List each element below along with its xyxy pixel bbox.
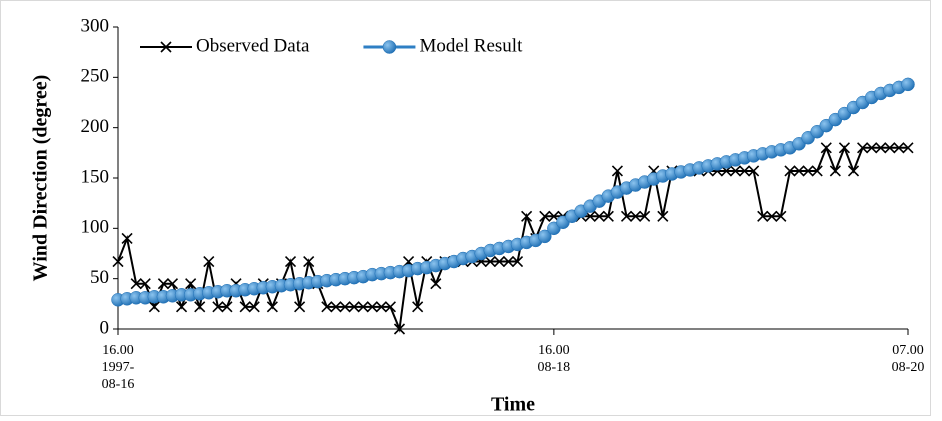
data-point [112, 255, 124, 268]
data-point [784, 165, 796, 177]
x-tick-label: 16.00 [102, 343, 134, 358]
data-point [248, 301, 260, 313]
data-point [294, 301, 306, 313]
data-point [321, 301, 333, 313]
data-point [366, 301, 378, 313]
data-point [266, 301, 278, 313]
x-tick-label: 1997- [102, 360, 135, 375]
data-point [348, 301, 360, 313]
data-point [775, 210, 787, 222]
data-point [866, 142, 878, 154]
data-point [802, 165, 814, 177]
data-point [875, 142, 887, 154]
legend-marker [160, 41, 172, 53]
data-point [139, 278, 151, 290]
y-axis-label: Wind Direction (degree) [30, 75, 52, 282]
x-axis-label: Time [491, 394, 535, 416]
data-point [239, 301, 251, 313]
data-point [303, 255, 315, 268]
data-point [393, 323, 406, 335]
data-point [166, 278, 179, 290]
data-point [820, 142, 832, 154]
x-tick-label: 16.00 [538, 343, 570, 358]
legend-marker [382, 40, 397, 54]
data-point [484, 255, 496, 268]
data-point [793, 165, 805, 177]
data-point [847, 165, 860, 177]
data-point [593, 210, 605, 222]
legend-label: Model Result [419, 35, 523, 56]
legend: Observed Data Model Result [140, 35, 523, 56]
data-point [901, 77, 915, 92]
data-point [194, 301, 206, 313]
y-tick-label: 250 [81, 66, 110, 87]
data-point [339, 301, 351, 313]
x-tick-label: 08-16 [102, 377, 135, 392]
data-point [511, 255, 524, 268]
data-point [130, 278, 142, 290]
y-tick-label: 100 [81, 217, 110, 238]
data-point [884, 142, 896, 154]
data-point [757, 210, 769, 222]
data-point [748, 165, 760, 177]
data-point [330, 301, 342, 313]
data-point [384, 301, 396, 313]
y-tick-label: 300 [81, 15, 110, 36]
data-point [729, 165, 742, 177]
chart-border [0, 0, 931, 416]
y-tick-label: 200 [81, 116, 110, 137]
data-point [203, 255, 215, 268]
y-tick-label: 150 [81, 166, 110, 187]
data-point [375, 301, 387, 313]
data-point [902, 142, 914, 154]
x-tick-label: 08-20 [892, 360, 925, 375]
data-point [838, 142, 851, 154]
data-point [148, 301, 160, 313]
data-point [738, 165, 751, 177]
data-point [502, 255, 515, 268]
data-point [212, 301, 224, 313]
x-tick-label: 07.00 [892, 343, 924, 358]
data-point [639, 210, 651, 222]
data-point [538, 229, 552, 244]
data-point [857, 142, 869, 154]
data-point [493, 255, 505, 268]
data-point [157, 278, 169, 290]
x-tick-label: 08-18 [538, 360, 571, 375]
data-point [630, 210, 642, 222]
data-point [766, 210, 778, 222]
data-point [893, 142, 905, 154]
data-point [811, 165, 823, 177]
data-point [185, 278, 197, 290]
data-point [357, 301, 369, 313]
data-point [602, 210, 614, 222]
data-point [657, 210, 669, 222]
data-point [121, 232, 133, 244]
data-point [221, 301, 233, 313]
data-point [430, 278, 442, 290]
data-point [284, 255, 297, 268]
legend-label: Observed Data [196, 35, 310, 56]
data-point [175, 301, 188, 313]
data-point [611, 165, 623, 177]
data-point [829, 165, 841, 177]
data-point [539, 210, 551, 222]
series-line [117, 82, 909, 302]
data-point [412, 301, 424, 313]
series-line [117, 145, 908, 333]
data-point [620, 210, 633, 222]
data-point [521, 210, 533, 222]
y-tick-label: 0 [100, 317, 110, 338]
y-tick-label: 50 [90, 267, 109, 288]
